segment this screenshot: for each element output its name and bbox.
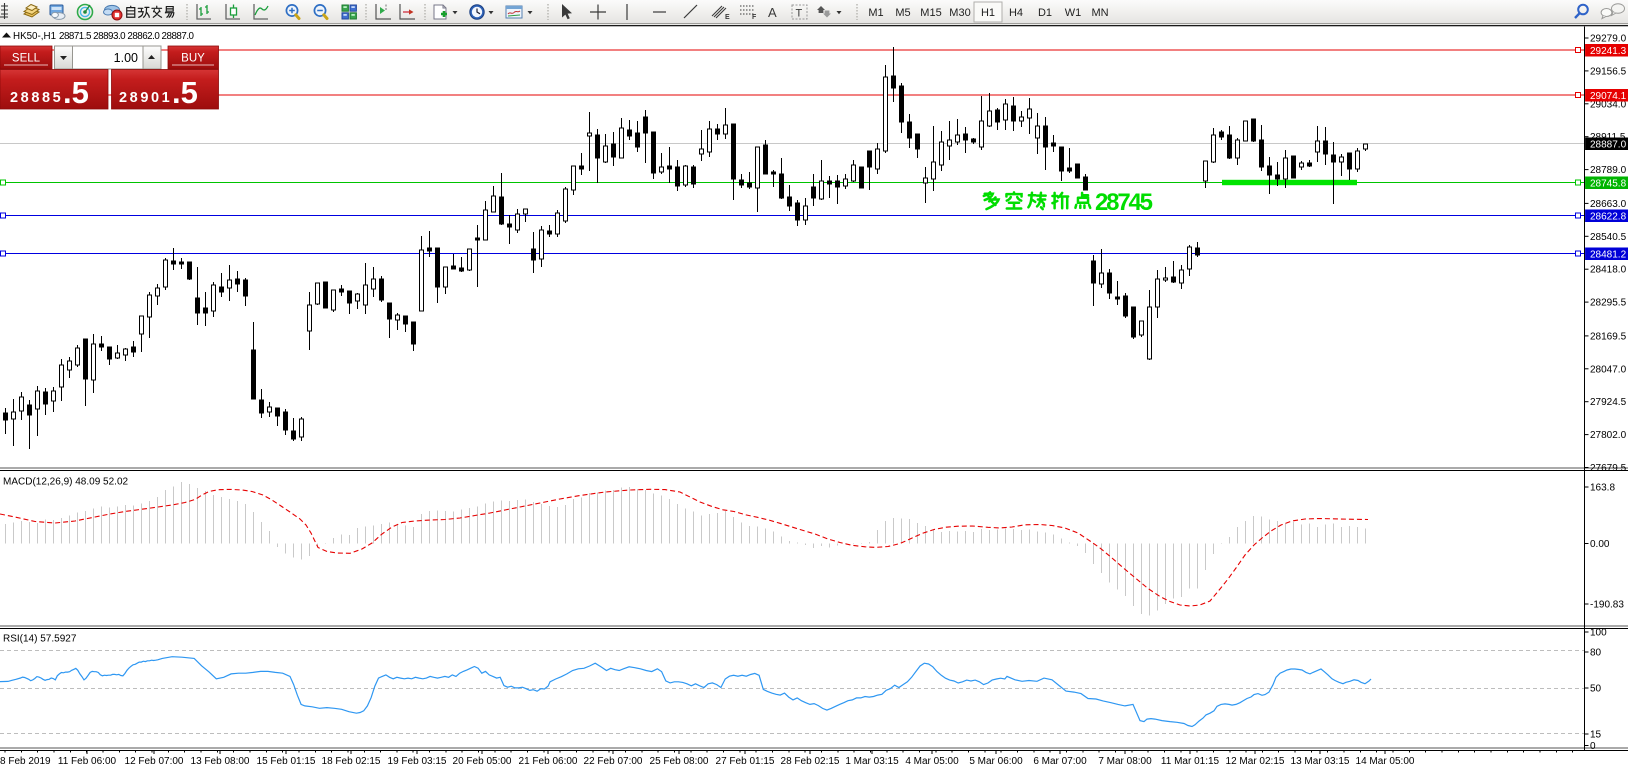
svg-text:28901: 28901 bbox=[119, 90, 172, 106]
svg-text:21 Feb 06:00: 21 Feb 06:00 bbox=[519, 756, 578, 767]
svg-text:.5: .5 bbox=[63, 75, 89, 110]
svg-text:28540.5: 28540.5 bbox=[1590, 232, 1627, 243]
svg-text:SELL: SELL bbox=[12, 53, 41, 65]
svg-text:28745: 28745 bbox=[1095, 189, 1153, 216]
svg-text:7 Mar 08:00: 7 Mar 08:00 bbox=[1098, 756, 1152, 767]
svg-text:12 Mar 02:15: 12 Mar 02:15 bbox=[1226, 756, 1285, 767]
svg-text:M15: M15 bbox=[920, 7, 941, 19]
svg-text:H4: H4 bbox=[1009, 7, 1023, 19]
svg-text:28885: 28885 bbox=[10, 90, 63, 106]
svg-text:28887.0: 28887.0 bbox=[1590, 139, 1627, 150]
svg-text:T: T bbox=[796, 8, 803, 20]
svg-text:50: 50 bbox=[1590, 684, 1602, 695]
svg-text:80: 80 bbox=[1590, 648, 1602, 659]
svg-text:29034.0: 29034.0 bbox=[1590, 99, 1627, 110]
svg-text:29279.0: 29279.0 bbox=[1590, 34, 1627, 45]
svg-text:28789.0: 28789.0 bbox=[1590, 165, 1627, 176]
svg-text:H1: H1 bbox=[981, 7, 995, 19]
svg-text:A: A bbox=[768, 5, 777, 20]
svg-text:27924.5: 27924.5 bbox=[1590, 397, 1627, 408]
svg-text:RSI(14) 57.5927: RSI(14) 57.5927 bbox=[3, 634, 77, 645]
svg-text:15 Feb 01:15: 15 Feb 01:15 bbox=[257, 756, 316, 767]
svg-text:E: E bbox=[725, 14, 730, 21]
svg-text:11 Mar 01:15: 11 Mar 01:15 bbox=[1161, 756, 1220, 767]
svg-text:18 Feb 02:15: 18 Feb 02:15 bbox=[322, 756, 381, 767]
svg-text:F: F bbox=[752, 14, 757, 21]
svg-text:100: 100 bbox=[1590, 628, 1607, 639]
svg-text:MN: MN bbox=[1091, 7, 1108, 19]
svg-text:28 Feb 02:15: 28 Feb 02:15 bbox=[781, 756, 840, 767]
svg-text:28663.0: 28663.0 bbox=[1590, 199, 1627, 210]
svg-text:13 Feb 08:00: 13 Feb 08:00 bbox=[191, 756, 250, 767]
svg-text:11 Feb 06:00: 11 Feb 06:00 bbox=[58, 756, 117, 767]
svg-text:19 Feb 03:15: 19 Feb 03:15 bbox=[388, 756, 447, 767]
svg-text:28418.0: 28418.0 bbox=[1590, 265, 1627, 276]
svg-text:8 Feb 2019: 8 Feb 2019 bbox=[0, 756, 51, 767]
svg-text:1 Mar 03:15: 1 Mar 03:15 bbox=[845, 756, 899, 767]
svg-text:28481.2: 28481.2 bbox=[1590, 249, 1627, 260]
svg-text:M5: M5 bbox=[895, 7, 910, 19]
svg-text:27 Feb 01:15: 27 Feb 01:15 bbox=[716, 756, 775, 767]
svg-text:27802.0: 27802.0 bbox=[1590, 430, 1627, 441]
svg-text:163.8: 163.8 bbox=[1590, 483, 1615, 494]
svg-text:4 Mar 05:00: 4 Mar 05:00 bbox=[905, 756, 959, 767]
svg-text:MACD(12,26,9) 48.09 52.02: MACD(12,26,9) 48.09 52.02 bbox=[3, 477, 129, 488]
svg-text:28745.8: 28745.8 bbox=[1590, 178, 1627, 189]
svg-text:W1: W1 bbox=[1065, 7, 1082, 19]
svg-text:0: 0 bbox=[1590, 741, 1596, 752]
svg-text:M1: M1 bbox=[868, 7, 883, 19]
svg-text:28295.5: 28295.5 bbox=[1590, 298, 1627, 309]
svg-text:M30: M30 bbox=[949, 7, 970, 19]
svg-text:15: 15 bbox=[1590, 730, 1602, 741]
svg-text:25 Feb 08:00: 25 Feb 08:00 bbox=[650, 756, 709, 767]
svg-text:D1: D1 bbox=[1038, 7, 1052, 19]
svg-text:29074.1: 29074.1 bbox=[1590, 91, 1627, 102]
svg-text:BUY: BUY bbox=[181, 53, 205, 65]
svg-text:28047.0: 28047.0 bbox=[1590, 364, 1627, 375]
svg-text:28169.5: 28169.5 bbox=[1590, 331, 1627, 342]
svg-text:6 Mar 07:00: 6 Mar 07:00 bbox=[1033, 756, 1087, 767]
svg-text:5 Mar 06:00: 5 Mar 06:00 bbox=[969, 756, 1023, 767]
svg-text:28622.8: 28622.8 bbox=[1590, 211, 1627, 222]
svg-text:12 Feb 07:00: 12 Feb 07:00 bbox=[125, 756, 184, 767]
svg-text:29156.5: 29156.5 bbox=[1590, 66, 1627, 77]
svg-text:28871.5 28893.0 28862.0 28887.: 28871.5 28893.0 28862.0 28887.0 bbox=[59, 31, 195, 42]
svg-text:0.00: 0.00 bbox=[1590, 539, 1610, 550]
svg-text:-190.83: -190.83 bbox=[1590, 600, 1624, 611]
svg-text:20 Feb 05:00: 20 Feb 05:00 bbox=[453, 756, 512, 767]
svg-text:.5: .5 bbox=[172, 75, 198, 110]
svg-text:14 Mar 05:00: 14 Mar 05:00 bbox=[1356, 756, 1415, 767]
svg-text:1.00: 1.00 bbox=[114, 51, 138, 65]
svg-text:27679.5: 27679.5 bbox=[1590, 463, 1627, 474]
svg-text:22 Feb 07:00: 22 Feb 07:00 bbox=[584, 756, 643, 767]
svg-text:13 Mar 03:15: 13 Mar 03:15 bbox=[1291, 756, 1350, 767]
svg-text:29241.3: 29241.3 bbox=[1590, 46, 1627, 57]
svg-text:HK50-,H1: HK50-,H1 bbox=[13, 31, 56, 42]
